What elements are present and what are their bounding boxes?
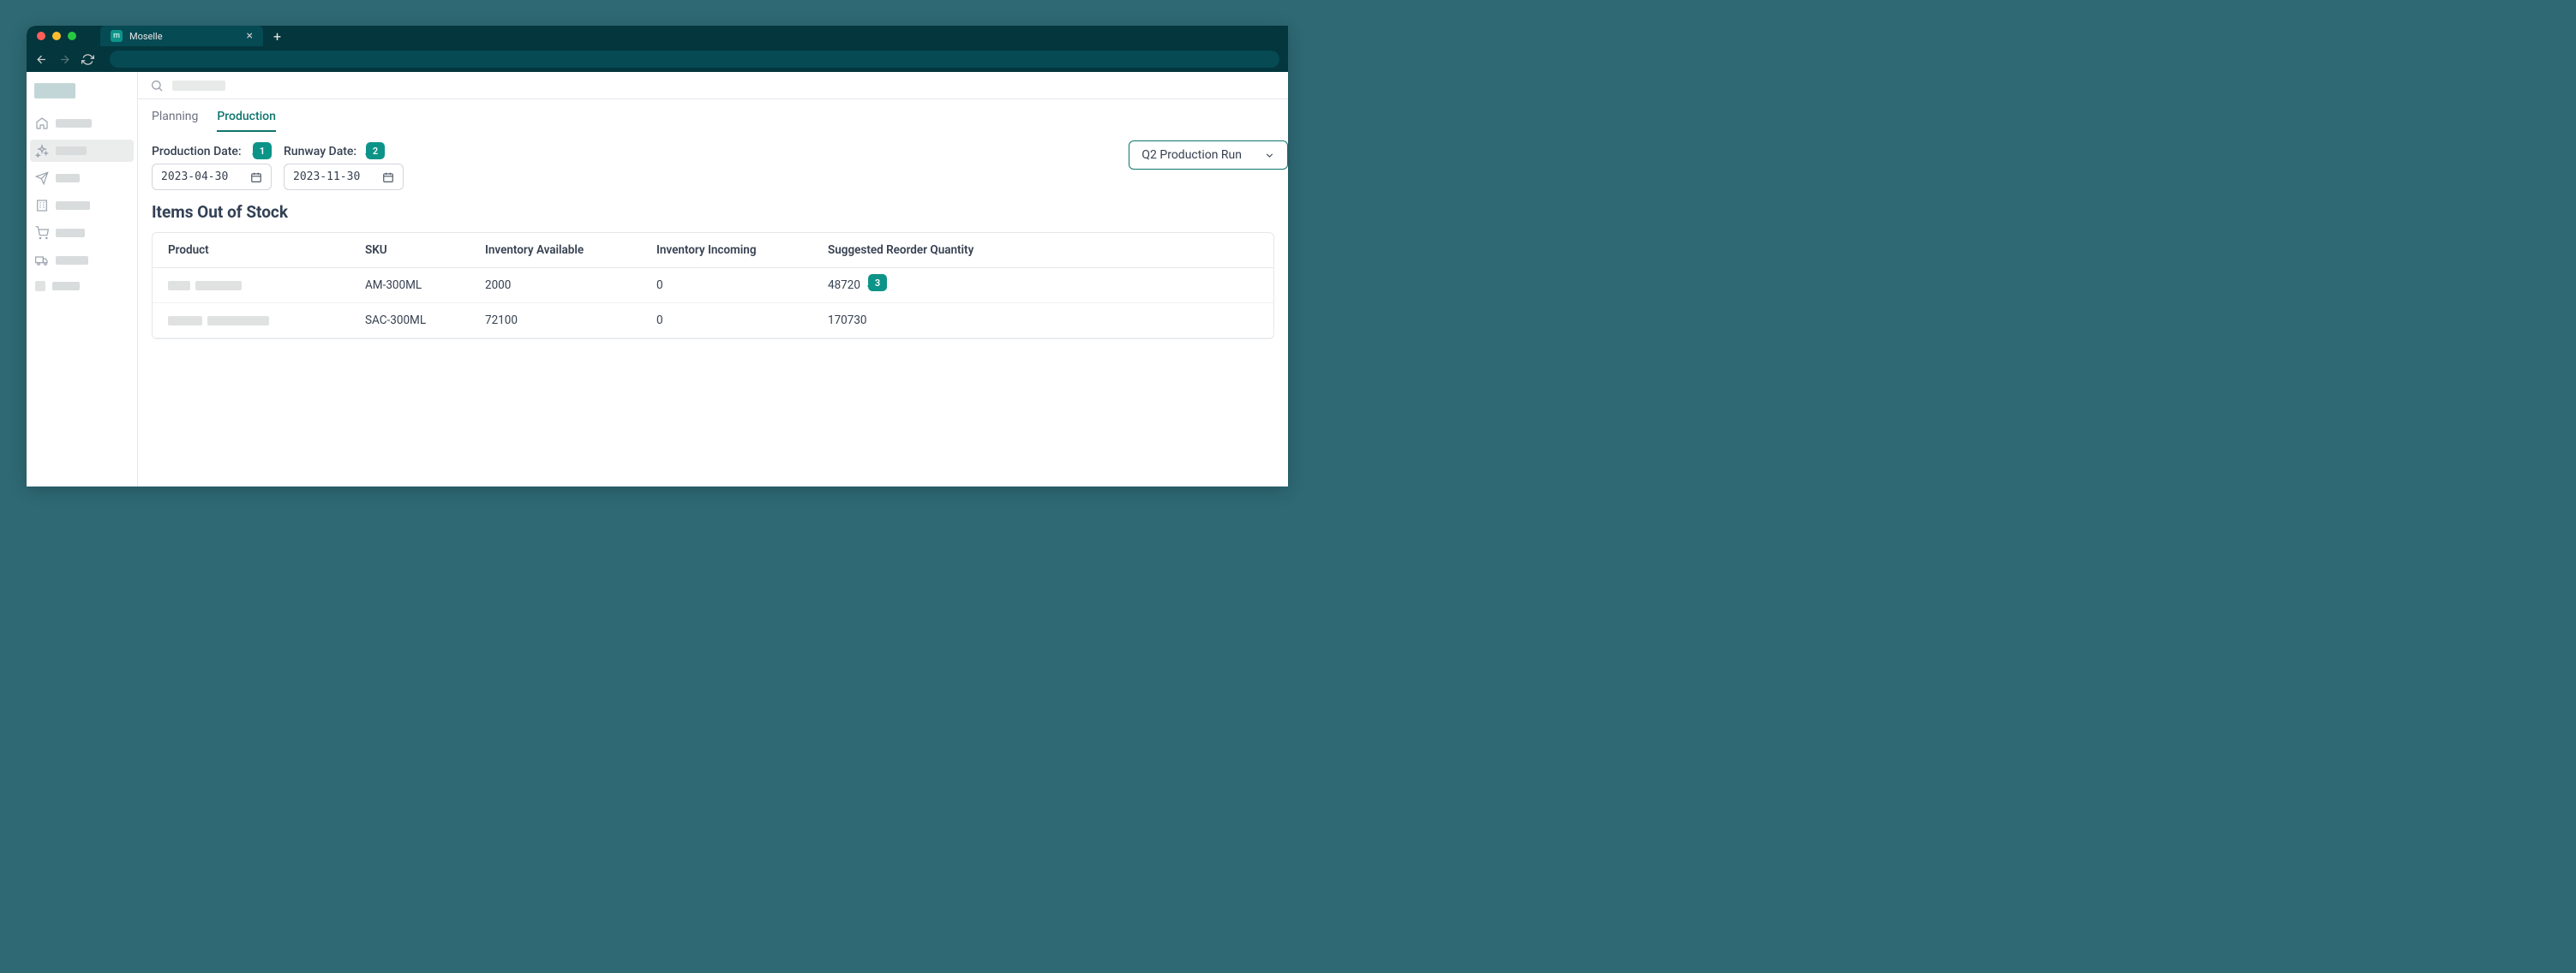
reload-button[interactable] [81, 53, 94, 66]
table-header: Product SKU Inventory Available Inventor… [153, 233, 1273, 268]
production-run-dropdown[interactable]: Q2 Production Run [1129, 140, 1288, 170]
tab-title: Moselle [129, 31, 240, 42]
app-logo [34, 83, 75, 98]
send-icon [35, 171, 49, 185]
forward-button[interactable] [58, 53, 71, 66]
back-button[interactable] [35, 53, 48, 66]
runway-date-label: Runway Date: [284, 145, 404, 158]
building-icon [35, 199, 49, 212]
browser-titlebar: m Moselle × + [27, 26, 1288, 46]
cart-icon [35, 226, 49, 240]
runway-date-value: 2023-11-30 [293, 170, 360, 183]
tab-planning[interactable]: Planning [152, 106, 198, 132]
page-tabs: Planning Production [152, 106, 1274, 133]
callout-2: 2 [366, 142, 385, 159]
sidebar-item-active[interactable] [30, 140, 134, 162]
chevron-down-icon [1264, 150, 1275, 161]
cell-available: 72100 [485, 313, 656, 327]
cell-sku: SAC-300ML [365, 313, 485, 327]
page-body: Planning Production Production Date: 1 2… [138, 99, 1288, 339]
col-product: Product [168, 243, 365, 257]
browser-toolbar [27, 46, 1288, 72]
calendar-icon [382, 171, 394, 183]
home-icon [35, 116, 49, 130]
col-sku: SKU [365, 243, 485, 257]
dropdown-selected: Q2 Production Run [1141, 148, 1242, 162]
tab-production[interactable]: Production [217, 106, 276, 132]
cell-available: 2000 [485, 278, 656, 292]
section-heading: Items Out of Stock [152, 202, 1274, 222]
runway-date-field: Runway Date: 2 2023-11-30 [284, 145, 404, 190]
sidebar [27, 72, 138, 486]
out-of-stock-table: Product SKU Inventory Available Inventor… [152, 232, 1274, 339]
cell-sku: AM-300ML [365, 278, 485, 292]
address-bar[interactable] [110, 51, 1279, 68]
table-row[interactable]: SAC-300ML 72100 0 170730 [153, 303, 1273, 338]
product-placeholder [168, 281, 365, 290]
product-placeholder [168, 316, 365, 325]
cell-reorder: 170730 [828, 313, 999, 327]
browser-window: m Moselle × + [27, 26, 1288, 486]
search-icon [150, 79, 164, 93]
close-tab-icon[interactable]: × [247, 30, 253, 42]
calendar-icon [250, 171, 262, 183]
app-content: Planning Production Production Date: 1 2… [27, 72, 1288, 486]
sidebar-item-cart[interactable] [30, 222, 134, 244]
cell-incoming: 0 [656, 278, 828, 292]
sidebar-item-home[interactable] [30, 112, 134, 134]
new-tab-button[interactable]: + [273, 28, 281, 45]
callout-3: 3 [868, 274, 887, 291]
truck-icon [35, 254, 49, 267]
production-date-input[interactable]: 2023-04-30 [152, 164, 272, 190]
table-row[interactable]: AM-300ML 2000 0 48720 [153, 268, 1273, 303]
col-available: Inventory Available [485, 243, 656, 257]
browser-tab[interactable]: m Moselle × [100, 26, 263, 46]
main-area: Planning Production Production Date: 1 2… [138, 72, 1288, 486]
minimize-window-button[interactable] [52, 32, 61, 40]
production-date-field: Production Date: 1 2023-04-30 [152, 145, 272, 190]
sidebar-item-truck[interactable] [30, 249, 134, 272]
favicon-icon: m [111, 30, 123, 42]
runway-date-input[interactable]: 2023-11-30 [284, 164, 404, 190]
close-window-button[interactable] [37, 32, 45, 40]
col-reorder: Suggested Reorder Quantity [828, 243, 999, 257]
production-date-value: 2023-04-30 [161, 170, 228, 183]
window-controls [37, 32, 76, 40]
placeholder-icon [35, 281, 45, 291]
col-incoming: Inventory Incoming [656, 243, 828, 257]
callout-1: 1 [253, 142, 272, 159]
search-bar [138, 72, 1288, 99]
cell-reorder: 48720 [828, 278, 999, 292]
maximize-window-button[interactable] [68, 32, 76, 40]
sidebar-item-other[interactable] [30, 277, 134, 295]
filter-row: Production Date: 1 2023-04-30 Runway Dat… [152, 145, 1274, 190]
cell-incoming: 0 [656, 313, 828, 327]
sparkle-icon [35, 144, 49, 158]
search-input[interactable] [172, 81, 225, 91]
sidebar-item-send[interactable] [30, 167, 134, 189]
sidebar-item-building[interactable] [30, 194, 134, 217]
